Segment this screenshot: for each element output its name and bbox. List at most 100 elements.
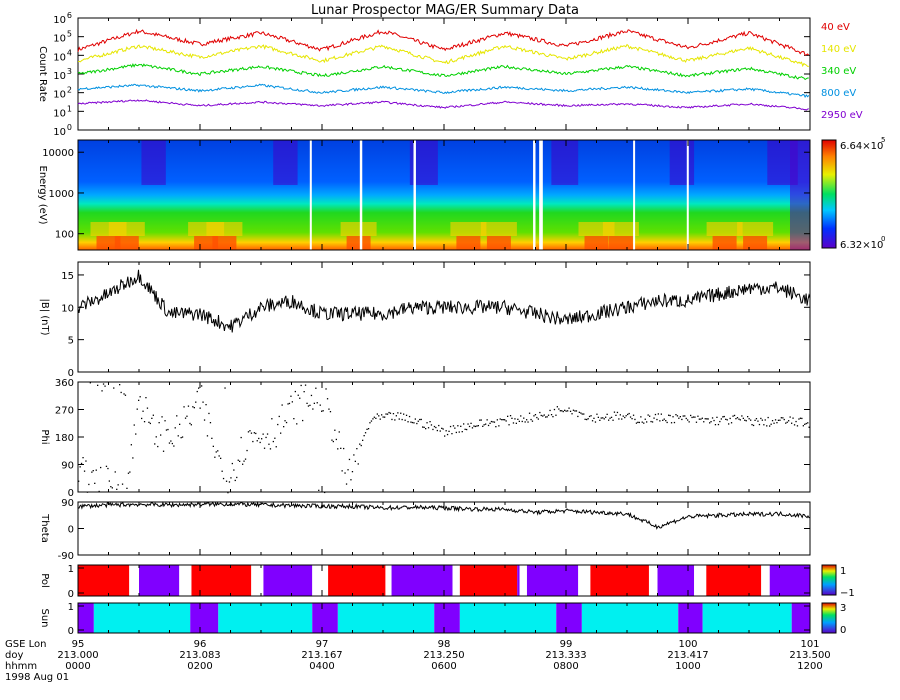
x-tick-label-hhmm: 0200 [187, 661, 212, 672]
phi-point [540, 414, 542, 417]
phi-point [214, 456, 216, 458]
phi-point [735, 418, 737, 420]
phi-point [687, 419, 689, 421]
y-tick-label: 180 [55, 433, 74, 444]
phi-point [111, 487, 113, 489]
spectrogram-burst [96, 236, 121, 250]
phi-point [761, 419, 763, 421]
phi-point [313, 402, 315, 404]
phi-point [448, 430, 450, 432]
phi-point [121, 483, 124, 485]
phi-point [218, 455, 220, 457]
phi-point [246, 449, 248, 452]
phi-point [801, 417, 803, 420]
phi-point [599, 419, 601, 421]
phi-point [606, 413, 608, 415]
phi-point [288, 402, 291, 405]
phi-point [767, 416, 769, 419]
phi-point [347, 469, 349, 471]
phi-point [158, 422, 160, 424]
phi-point [726, 419, 728, 421]
phi-point [457, 425, 459, 427]
x-axis-row-label: doy [5, 650, 23, 661]
series-line-800-eV [77, 83, 810, 99]
y-tick-label: 0 [68, 525, 74, 536]
y-tick-label: 10 [53, 34, 66, 45]
phi-point [384, 416, 386, 418]
phi-point [698, 418, 700, 420]
phi-point [242, 463, 244, 465]
phi-point [230, 477, 232, 479]
phi-point [543, 414, 545, 416]
phi-point [632, 414, 635, 416]
phi-point [504, 419, 506, 421]
phi-point [590, 415, 592, 417]
phi-point [466, 428, 468, 431]
phi-point [531, 420, 534, 422]
phi-point [769, 425, 771, 427]
phi-point [388, 411, 390, 414]
sun-segment [190, 603, 219, 633]
spectrogram-burst [712, 236, 737, 250]
phi-point [205, 404, 207, 406]
phi-point [429, 421, 431, 423]
phi-point [776, 422, 778, 424]
phi-point [101, 390, 103, 392]
phi-point [561, 410, 563, 412]
phi-point [773, 422, 775, 424]
phi-point [613, 411, 616, 413]
phi-point [692, 416, 695, 418]
phi-point [299, 397, 301, 399]
spectrogram-band [273, 140, 298, 185]
x-tick-label-doy: 213.000 [57, 650, 98, 661]
phi-point [791, 422, 793, 424]
phi-point [670, 422, 673, 424]
phi-point [583, 413, 585, 415]
phi-point [430, 424, 433, 426]
phi-point [553, 408, 556, 411]
phi-point [793, 424, 796, 426]
phi-point [728, 423, 730, 425]
spectrogram-field [78, 140, 810, 250]
phi-point [357, 463, 359, 465]
y-tick-label: 100 [55, 230, 74, 241]
phi-point [622, 415, 624, 417]
phi-point [199, 407, 201, 409]
phi-point [690, 414, 692, 417]
x-tick-label-lon: 100 [678, 639, 697, 650]
phi-point [297, 394, 299, 396]
sun-segment [218, 603, 313, 633]
phi-point [524, 421, 526, 423]
phi-point [536, 416, 538, 419]
phi-point [165, 429, 168, 431]
polarity-segment [78, 565, 130, 596]
y-tick-label: 10 [53, 127, 66, 138]
phi-point [564, 409, 566, 411]
phi-point [555, 414, 557, 416]
phi-point [271, 418, 273, 420]
phi-point [442, 428, 444, 430]
phi-point [316, 402, 318, 404]
phi-point [631, 418, 633, 420]
phi-point [105, 465, 108, 467]
x-tick-label-hhmm: 0400 [309, 661, 334, 672]
phi-point [104, 385, 106, 387]
polarity-segment [694, 565, 707, 596]
phi-point [91, 471, 93, 473]
phi-point [102, 383, 105, 385]
polarity-segment [191, 565, 252, 596]
phi-point [83, 470, 86, 472]
phi-point [296, 423, 298, 425]
y-axis-label: Theta [39, 513, 50, 543]
phi-point [542, 415, 544, 417]
phi-point [550, 414, 553, 416]
phi-point [637, 421, 639, 423]
phi-point [117, 484, 119, 486]
phi-point [795, 420, 797, 423]
phi-point [389, 412, 392, 414]
y-tick-exponent: 6 [67, 11, 72, 20]
data-gap [539, 140, 543, 250]
phi-point [143, 421, 146, 423]
data-gap [359, 140, 363, 250]
phi-point [95, 469, 97, 471]
